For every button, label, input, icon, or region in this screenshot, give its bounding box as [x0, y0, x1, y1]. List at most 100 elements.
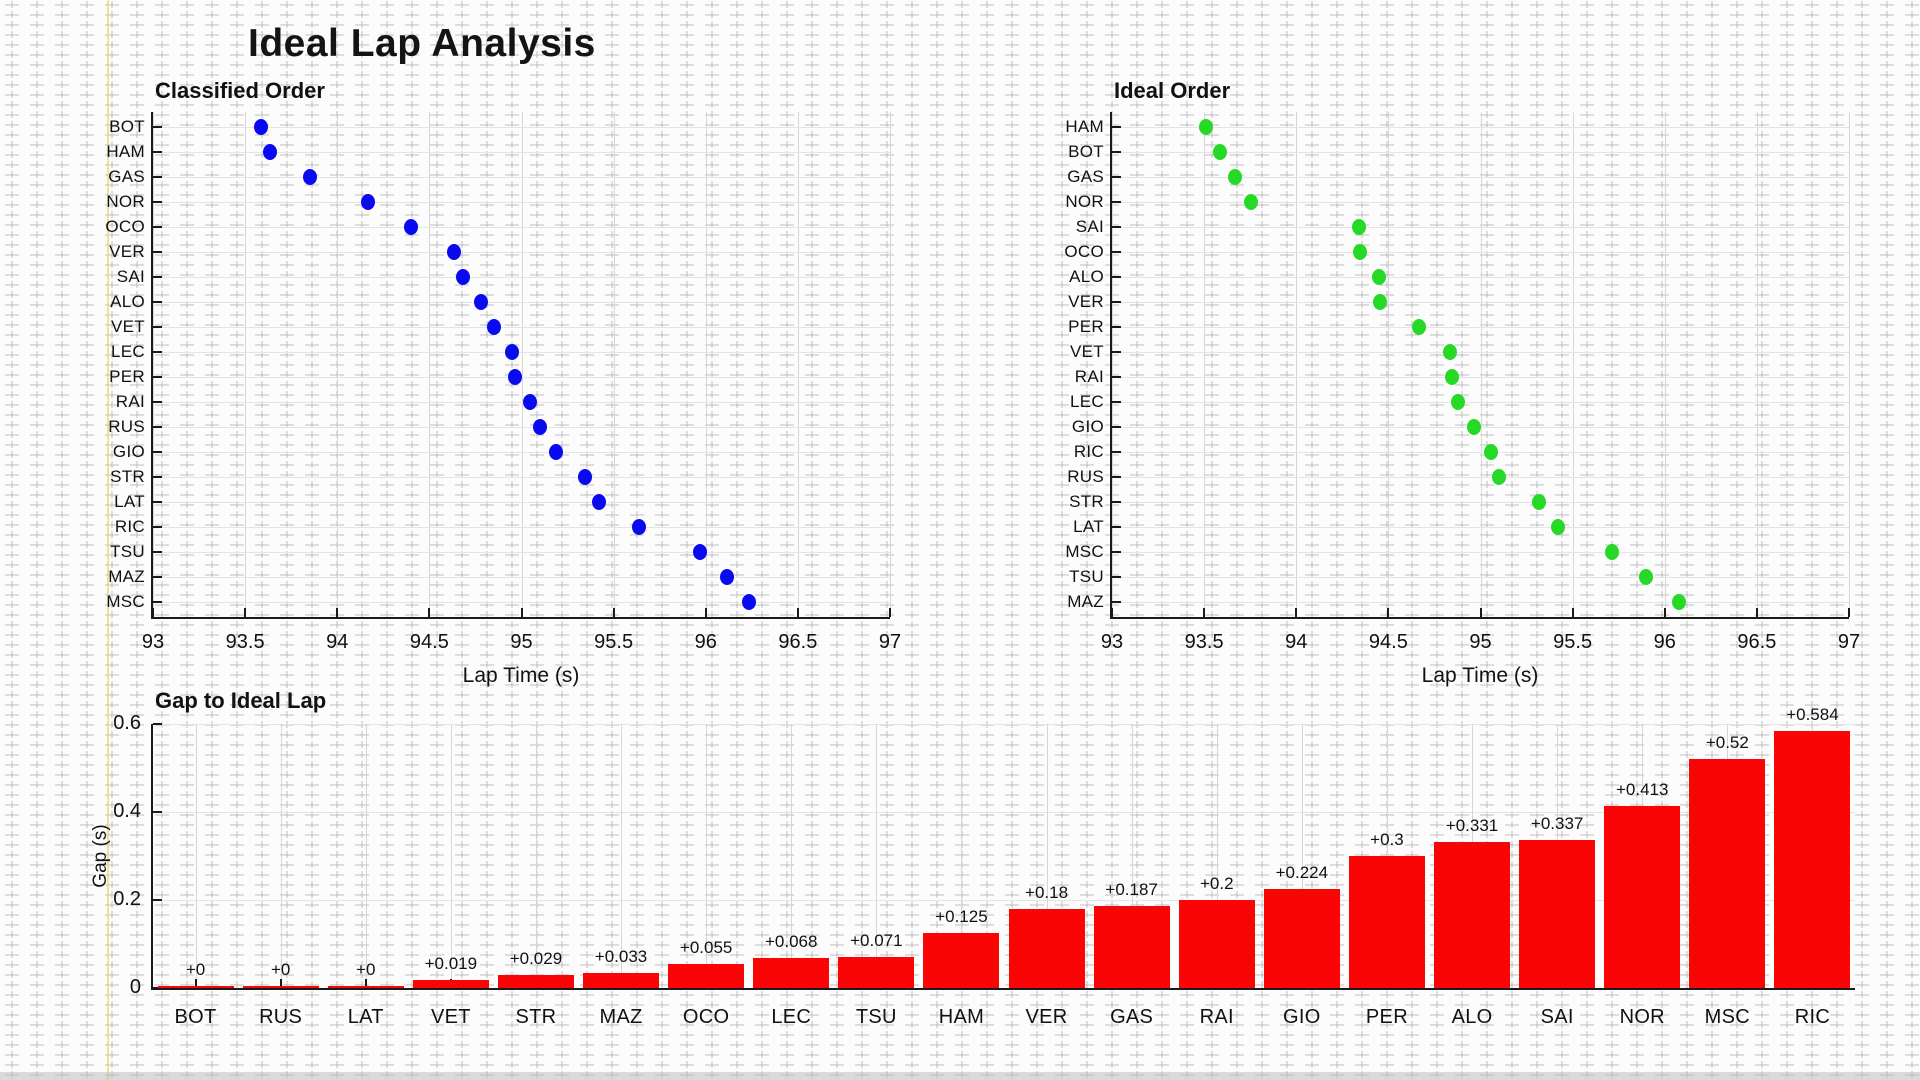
y-tick-mark — [153, 176, 162, 178]
grid-line-horizontal — [153, 252, 890, 253]
y-tick-mark — [1112, 451, 1121, 453]
bar-value-label: +0 — [185, 960, 206, 979]
driver-label: TSU — [110, 542, 145, 561]
gap-chart-title: Gap to Ideal Lap — [155, 688, 327, 713]
x-tick-label: 97 — [878, 631, 902, 653]
y-tick-mark — [1112, 426, 1121, 428]
grid-line-vertical — [1112, 112, 1113, 617]
y-tick-mark — [1112, 551, 1121, 553]
x-tick-label: 93 — [1100, 631, 1124, 653]
y-tick-mark — [153, 476, 162, 478]
x-tick-mark — [1203, 608, 1206, 617]
y-tick-mark — [1112, 151, 1121, 153]
gap-bar — [1434, 842, 1511, 988]
x-tick-mark — [1295, 608, 1298, 617]
x-tick-label: 96.5 — [778, 631, 818, 653]
gap-bar — [1604, 806, 1681, 988]
y-axis-spine — [151, 112, 153, 619]
data-point — [303, 169, 318, 185]
y-tick-mark — [1112, 326, 1121, 328]
bar-value-label: +0.224 — [1275, 863, 1329, 883]
category-label: GAS — [1110, 1006, 1154, 1028]
data-point — [254, 119, 269, 135]
y-axis-spine — [1110, 112, 1112, 619]
data-point — [473, 294, 488, 310]
grid-line-horizontal — [1112, 402, 1849, 403]
y-tick-mark — [153, 601, 162, 603]
grid-line-vertical — [1216, 724, 1218, 988]
y-tick-mark — [153, 326, 162, 328]
driver-label: ALO — [1069, 267, 1104, 286]
x-tick-mark — [279, 979, 282, 988]
x-tick-mark — [152, 608, 154, 617]
x-tick-label: 95.5 — [594, 631, 634, 653]
driver-label: STR — [1069, 492, 1104, 511]
data-point — [1372, 294, 1387, 310]
y-tick-mark — [153, 351, 162, 353]
bar-value-label: +0.071 — [850, 930, 903, 950]
driver-label: LEC — [111, 342, 145, 361]
y-tick-mark — [153, 126, 162, 128]
x-axis-spine — [151, 617, 890, 619]
driver-label: HAM — [106, 142, 145, 161]
data-point — [1227, 169, 1242, 185]
data-point — [1243, 194, 1258, 210]
y-tick-mark — [1112, 301, 1121, 303]
grid-line-horizontal — [153, 327, 890, 328]
bar-value-label: +0.413 — [1616, 780, 1669, 800]
data-point — [262, 144, 277, 160]
data-point — [548, 444, 563, 460]
x-tick-mark — [1387, 608, 1390, 617]
grid-line-horizontal — [1112, 277, 1849, 278]
driver-label: LAT — [114, 492, 145, 511]
x-tick-mark — [244, 608, 247, 617]
x-tick-label: 93.5 — [1184, 631, 1224, 653]
grid-line-horizontal — [153, 202, 890, 203]
grid-line-vertical — [621, 724, 623, 988]
gap-bar — [1519, 839, 1596, 988]
y-tick-mark — [153, 376, 162, 378]
gap-bar — [497, 975, 574, 988]
bar-value-label: +0.52 — [1705, 733, 1749, 753]
gap-bar — [327, 986, 404, 988]
category-label: LEC — [771, 1006, 812, 1028]
data-point — [1198, 119, 1213, 135]
data-point — [1532, 494, 1547, 510]
data-point — [487, 319, 502, 335]
category-label: VER — [1025, 1006, 1068, 1028]
grid-line-vertical — [521, 112, 523, 617]
driver-label: PER — [1068, 317, 1104, 336]
driver-label: RUS — [108, 417, 145, 436]
grid-line-vertical — [337, 112, 339, 617]
category-label: MSC — [1704, 1006, 1751, 1028]
y-tick-mark — [153, 151, 162, 153]
x-tick-mark — [364, 979, 367, 988]
grid-line-horizontal — [153, 352, 890, 353]
grid-line-horizontal — [1112, 252, 1849, 253]
grid-line-horizontal — [153, 812, 1855, 813]
x-tick-mark — [336, 608, 339, 617]
x-tick-mark — [796, 608, 799, 617]
category-label: OCO — [682, 1006, 730, 1028]
y-tick-mark — [153, 899, 162, 901]
driver-label: MSC — [1065, 542, 1104, 561]
grid-line-horizontal — [1112, 502, 1849, 503]
driver-label: STR — [110, 467, 145, 486]
x-tick-mark — [1663, 608, 1666, 617]
y-tick-mark — [1112, 601, 1121, 603]
data-point — [1442, 344, 1457, 360]
grid-line-horizontal — [153, 277, 890, 278]
driver-label: MSC — [106, 592, 145, 611]
x-tick-mark — [1479, 608, 1482, 617]
grid-line-horizontal — [1112, 452, 1849, 453]
data-point — [632, 519, 647, 535]
x-tick-label: 96.5 — [1737, 631, 1777, 653]
x-tick-label: 94.5 — [1368, 631, 1408, 653]
grid-line-vertical — [1204, 112, 1206, 617]
data-point — [578, 469, 593, 485]
grid-line-vertical — [535, 724, 537, 988]
bar-value-label: +0.125 — [935, 907, 988, 926]
x-axis-label-ideal: Lap Time (s) — [1421, 664, 1539, 687]
driver-label: VET — [1070, 342, 1104, 361]
grid-line-horizontal — [153, 527, 890, 528]
